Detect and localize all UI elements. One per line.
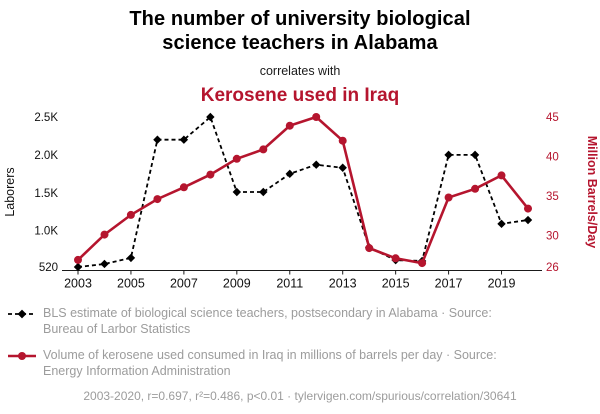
circle-marker [153,194,162,203]
circle-marker [285,121,294,130]
diamond-marker [179,135,189,144]
circle-marker [206,170,215,179]
diamond-marker [206,112,215,121]
circle-marker [312,112,321,121]
diamond-marker [285,169,294,178]
circle-marker [365,243,374,252]
correlates-with-text: correlates with [259,63,341,78]
diamond-marker [73,262,83,271]
x-tick-label: 2019 [488,276,516,290]
x-tick-label: 2009 [223,276,251,290]
diamond-marker [497,219,506,228]
diamond-marker [126,253,136,262]
circle-marker [471,184,480,193]
diamond-marker [153,135,162,144]
circle-marker [444,193,453,202]
diamond-marker [523,215,533,225]
diamond-marker [470,150,480,159]
diamond-marker [444,150,453,159]
legend: BLS estimate of biological science teach… [0,305,600,380]
legend-item-kerosene: Volume of kerosene used consumed in Iraq… [8,347,592,380]
left-series-line [77,115,529,268]
x-tick-label: 2017 [435,276,463,290]
circle-marker [100,230,109,239]
circle-marker [259,145,268,154]
circle-marker [524,204,532,213]
circle-marker [418,258,427,267]
x-tick-label: 2007 [170,276,198,290]
right-axis-tick-label: 30 [546,230,559,242]
x-tick-label: 2015 [382,276,410,290]
page-title-line2: science teachers in Alabama [162,32,438,55]
secondary-title: Kerosene used in Iraq [200,84,400,106]
right-series-line [77,115,530,265]
x-tick-label: 2013 [329,276,357,290]
page-title-line1: The number of university biological [129,8,471,30]
x-tick-label: 2011 [276,276,303,290]
solid-circle-series-icon [8,351,36,360]
right-axis-title: Million Barrels/Day [585,136,599,249]
chart-area: 2003 2005 2007 2009 2011 2013 2015 2017 2019 520 1… [0,107,600,297]
diamond-marker [100,259,109,268]
legend-item-teachers: BLS estimate of biological science teach… [8,305,592,338]
diamond-marker [338,163,347,172]
diamond-marker [312,160,321,169]
left-axis-tick-label: 2.0K [34,150,58,162]
diamond-marker [232,187,242,196]
circle-marker [497,171,506,180]
x-tick-label: 2005 [117,276,145,290]
dashed-diamond-series-icon [8,309,36,319]
left-axis-tick-label: 520 [39,262,58,274]
right-axis-tick-label: 45 [546,112,559,124]
circle-marker [391,254,400,263]
chart-header: The number of university biological scie… [0,0,600,107]
x-tick-label: 2003 [64,276,92,290]
left-axis-tick-label: 1.0K [34,225,58,237]
right-axis-tick-label: 40 [546,151,559,163]
circle-marker [126,210,135,219]
legend-label-teachers: BLS estimate of biological science teach… [43,305,492,337]
dual-axis-line-chart: 2003 2005 2007 2009 2011 2013 2015 2017 2019 520 1… [3,112,599,291]
left-axis-title: Laborers [3,167,17,216]
left-axis-tick-label: 2.5K [34,112,58,124]
footer-stats: 2003-2020, r=0.697, r²=0.486, p<0.01 · t… [83,388,517,403]
right-axis-tick-label: 35 [546,191,559,203]
right-axis-tick-label: 26 [546,262,559,274]
circle-marker [338,136,347,145]
circle-marker [232,154,241,163]
left-axis-tick-label: 1.5K [34,188,58,200]
legend-label-kerosene: Volume of kerosene used consumed in Iraq… [43,347,497,379]
circle-marker [179,183,188,192]
circle-marker [74,255,82,264]
